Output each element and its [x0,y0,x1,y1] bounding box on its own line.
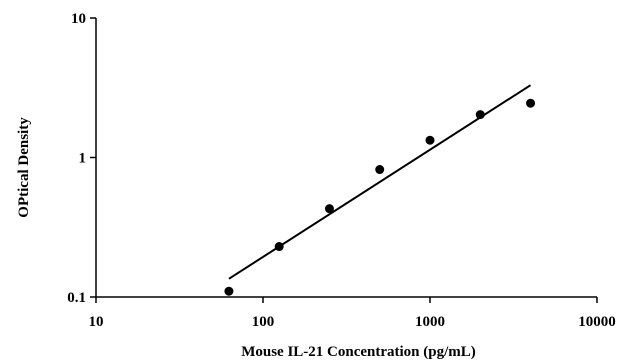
y-tick-label: 1 [79,151,87,167]
x-ticks: 10 100 1000 10000 [89,297,616,330]
y-ticks: 0.1 1 10 [67,11,96,306]
data-point [475,110,485,120]
data-point [526,98,536,108]
x-tick-label: 10 [89,314,104,330]
fit-line [228,84,532,280]
x-tick-label: 100 [252,314,275,330]
x-tick-label: 1000 [415,314,445,330]
series-layer [224,84,536,296]
data-point [425,135,435,145]
data-point [224,286,234,296]
data-point [324,204,334,214]
axes [95,18,597,298]
x-tick-label: 10000 [578,314,616,330]
y-tick-label: 10 [71,11,86,27]
data-point [274,242,284,252]
data-point [375,165,385,175]
x-axis-title: Mouse IL-21 Concentration (pg/mL) [241,344,476,360]
y-tick-label: 0.1 [67,290,86,306]
y-axis-title: OPtical Density [16,117,32,218]
